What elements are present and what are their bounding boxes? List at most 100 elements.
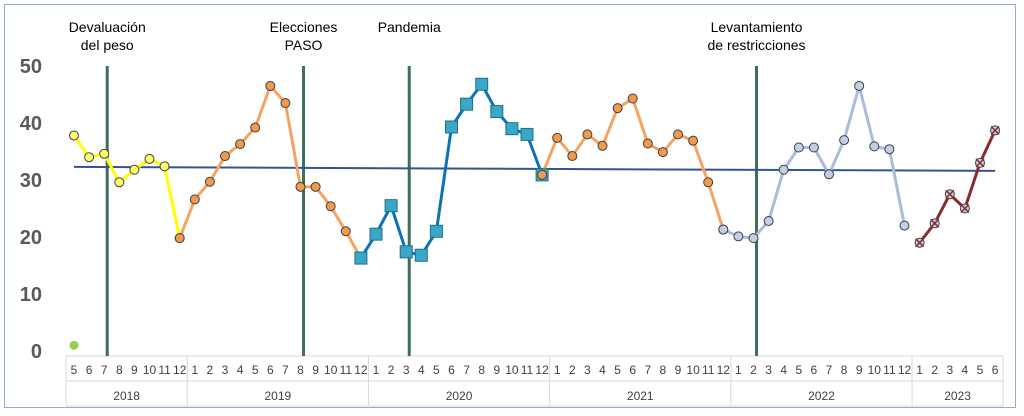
y-tick-label: 10 (20, 284, 42, 306)
y-tick-label: 40 (20, 113, 42, 135)
year-label: 2023 (944, 389, 971, 403)
x-tick-label: 7 (282, 363, 289, 377)
year-label: 2018 (113, 389, 140, 403)
x-tick-label: 5 (71, 363, 78, 377)
data-point (657, 147, 668, 158)
data-point (114, 177, 125, 188)
data-point-cross (990, 125, 1000, 135)
data-point (763, 216, 774, 227)
data-point (899, 220, 910, 231)
x-tick-label: 1 (916, 363, 923, 377)
x-tick-label: 10 (143, 363, 157, 377)
x-tick-label: 9 (493, 363, 500, 377)
data-point (460, 97, 474, 111)
series-line (722, 84, 906, 240)
data-point (537, 169, 548, 180)
y-tick-label: 50 (20, 56, 42, 78)
data-point (159, 161, 170, 172)
x-tick-label: 2 (207, 363, 214, 377)
data-point (369, 227, 383, 241)
data-point (265, 80, 276, 91)
event-label: del peso (81, 37, 134, 53)
x-tick-label: 10 (324, 363, 338, 377)
data-point (445, 120, 458, 134)
data-point-cross (960, 203, 970, 214)
x-tick-label: 6 (992, 363, 999, 377)
x-tick-label: 8 (116, 363, 123, 377)
x-tick-label: 6 (267, 363, 274, 377)
data-point (99, 148, 110, 159)
event-label: Devaluación (69, 19, 146, 35)
x-tick-label: 9 (675, 363, 682, 377)
data-point (295, 181, 306, 192)
data-point (808, 142, 819, 153)
data-point (189, 194, 200, 205)
data-point (84, 152, 95, 163)
data-point (69, 340, 79, 350)
data-point (688, 135, 699, 146)
x-tick-label: 5 (614, 363, 621, 377)
year-label: 2020 (446, 389, 473, 403)
data-point (475, 77, 489, 91)
x-tick-label: 1 (735, 363, 742, 377)
x-tick-label: 3 (946, 363, 953, 377)
x-tick-label: 1 (191, 363, 198, 377)
data-point-cross (930, 218, 940, 228)
year-label: 2019 (264, 389, 291, 403)
y-tick-label: 0 (31, 341, 42, 363)
data-point (733, 231, 744, 242)
data-point (144, 153, 155, 164)
x-tick-label: 4 (599, 363, 606, 377)
x-tick-label: 12 (173, 363, 187, 377)
data-point (220, 151, 230, 162)
data-point (250, 122, 261, 133)
data-point (69, 130, 79, 141)
x-tick-label: 4 (962, 363, 969, 377)
x-tick-label: 7 (101, 363, 108, 377)
x-tick-label: 10 (868, 363, 882, 377)
x-tick-label: 12 (354, 363, 368, 377)
x-tick-label: 7 (463, 363, 470, 377)
x-tick-label: 2 (388, 363, 395, 377)
x-tick-label: 5 (795, 363, 802, 377)
x-tick-label: 5 (252, 363, 259, 377)
series-line (540, 96, 725, 231)
series-line (72, 134, 182, 239)
year-label: 2021 (627, 389, 654, 403)
x-tick-label: 2 (931, 363, 938, 377)
x-tick-label: 11 (158, 363, 171, 377)
series-line (178, 84, 363, 259)
x-tick-label: 8 (660, 363, 667, 377)
x-tick-label: 1 (554, 363, 561, 377)
series-line (359, 82, 544, 259)
data-point (673, 129, 683, 140)
data-point (793, 142, 804, 153)
x-tick-label: 5 (433, 363, 440, 377)
data-point (325, 201, 336, 212)
data-point (399, 245, 413, 259)
y-tick-label: 30 (20, 170, 42, 192)
data-point-cross (915, 238, 925, 248)
x-tick-label: 12 (898, 363, 912, 377)
data-point (703, 177, 714, 188)
x-tick-label: 8 (297, 363, 304, 377)
x-tick-label: 4 (418, 363, 425, 377)
data-point (280, 98, 291, 109)
x-tick-label: 7 (826, 363, 833, 377)
data-point (235, 139, 246, 150)
event-label: PASO (285, 37, 323, 53)
series-layer (69, 77, 1001, 350)
x-tick-label: 2 (750, 363, 757, 377)
data-point-cross (975, 158, 985, 168)
x-tick-label: 11 (702, 363, 715, 377)
data-point-cross (945, 189, 955, 199)
x-tick-label: 3 (222, 363, 229, 377)
data-point (520, 127, 534, 141)
year-label: 2022 (808, 389, 835, 403)
x-tick-label: 11 (521, 363, 534, 377)
data-point (824, 169, 834, 180)
x-tick-label: 3 (403, 363, 410, 377)
event-label: Elecciones (270, 19, 338, 35)
data-point (204, 176, 215, 187)
